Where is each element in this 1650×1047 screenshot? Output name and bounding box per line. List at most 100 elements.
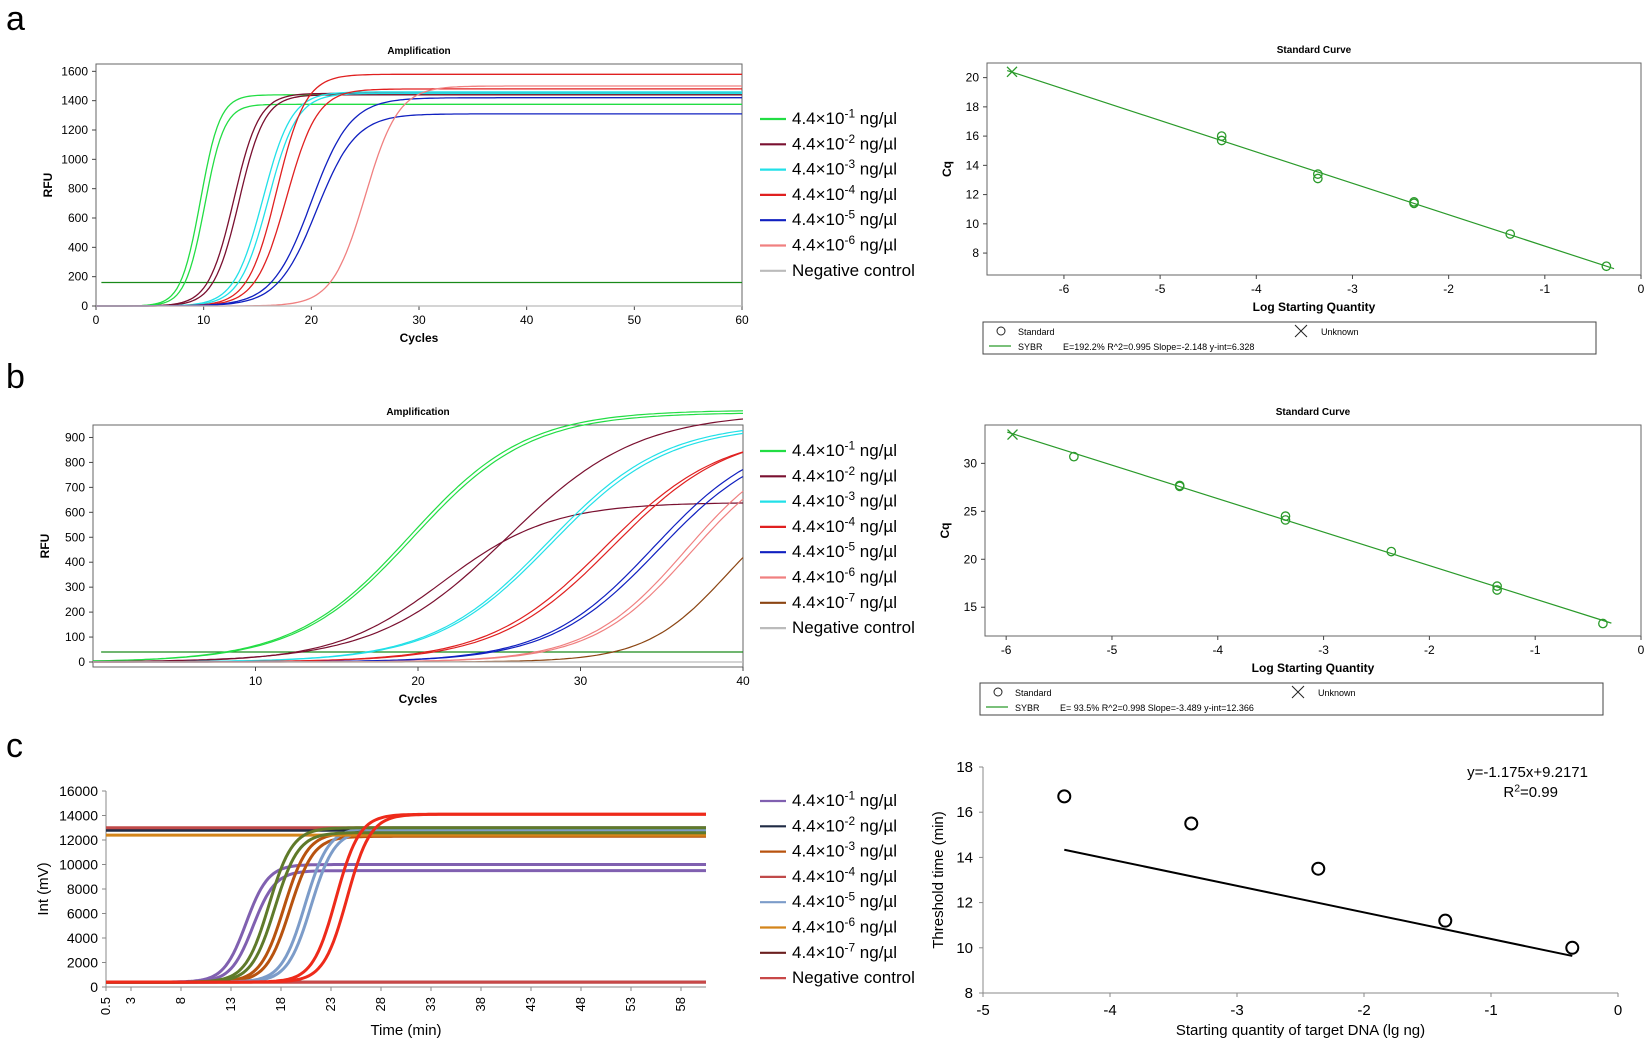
legend-standard-label: Standard	[1018, 327, 1055, 337]
data-point	[1057, 789, 1072, 804]
chart-c-standard-curve: 8 10 12 14 16 18 -5 -4 -3 -2 -1 0 Starting quantity …	[930, 759, 1622, 1039]
y-tick-label: 800	[65, 455, 85, 469]
y-tick-label: 12	[966, 188, 980, 202]
legend-b: 4.4×10-1 ng/µl 4.4×10-2 ng/µl 4.4×10-3 ng/…	[760, 439, 915, 637]
y-tick-label: 1000	[61, 152, 88, 166]
standard-point	[1505, 229, 1516, 239]
plot-frame	[92, 424, 744, 668]
standard-point	[1386, 546, 1397, 557]
x-tick-label: 23	[323, 997, 338, 1011]
fit-line	[1064, 848, 1573, 957]
series-line	[106, 812, 706, 984]
plot-frame	[986, 62, 1642, 276]
y-tick-label: 100	[65, 630, 85, 644]
unknown-point	[1007, 429, 1018, 441]
series-line	[92, 412, 743, 662]
x-tick-label: -2	[1424, 643, 1435, 657]
legend-label: Negative control	[792, 261, 915, 280]
standard-point	[1598, 618, 1608, 629]
x-tick-label: -4	[1251, 282, 1262, 296]
standard-point	[1409, 198, 1419, 209]
y-tick-label: 0	[78, 655, 85, 669]
x-tick-label: 8	[173, 997, 188, 1004]
legend-label: 4.4×10-4 ng/µl	[792, 182, 897, 203]
x-tick-label: -2	[1357, 1002, 1370, 1019]
fit-line	[1007, 431, 1612, 624]
y-tick-label: 18	[966, 100, 980, 114]
x-tick-label: 0	[1638, 643, 1645, 657]
chart-title: Amplification	[386, 407, 449, 418]
y-tick-label: 8	[965, 985, 973, 1002]
chart-a-amplification: Amplification020040060080010001200140016…	[41, 46, 749, 345]
fit-r2: R2=0.99	[1503, 782, 1558, 801]
y-tick-label: 400	[68, 240, 88, 254]
y-axis-label: Cq	[940, 161, 954, 177]
legend-label: 4.4×10-1 ng/µl	[792, 107, 897, 128]
data-point	[1311, 861, 1326, 876]
legend-box	[979, 682, 1604, 716]
chart-title: Standard Curve	[1276, 407, 1351, 418]
legend-label: 4.4×10-3 ng/µl	[792, 157, 897, 178]
x-tick-label: 0	[1638, 282, 1645, 296]
standard-point	[1216, 131, 1227, 141]
legend-standard-label: Standard	[1015, 688, 1052, 698]
y-axis-label: Threshold time (min)	[930, 811, 947, 949]
data-point	[1184, 816, 1199, 831]
x-tick-label: 43	[523, 997, 538, 1011]
y-tick-label: 600	[65, 505, 85, 519]
x-tick-label: -5	[1155, 282, 1166, 296]
legend-unknown-label: Unknown	[1321, 327, 1359, 337]
x-tick-label: 3	[123, 997, 138, 1004]
y-tick-label: 200	[68, 270, 88, 284]
legend-label: 4.4×10-2 ng/µl	[792, 464, 897, 485]
x-tick-label: 58	[673, 997, 688, 1011]
legend-label: 4.4×10-1 ng/µl	[792, 789, 897, 810]
legend-label: 4.4×10-3 ng/µl	[792, 839, 897, 860]
y-tick-label: 1600	[61, 64, 88, 78]
standard-point	[1216, 135, 1227, 146]
legend-fit-name: SYBR	[1018, 342, 1043, 352]
panel-label-a: a	[6, 0, 25, 38]
y-tick-label: 20	[964, 552, 978, 566]
x-tick-label: 38	[473, 997, 488, 1011]
legend-label: Negative control	[792, 618, 915, 637]
y-tick-label: 8	[972, 246, 979, 260]
series-line	[106, 834, 706, 984]
standard-point	[1069, 451, 1079, 462]
y-tick-label: 300	[65, 580, 85, 594]
standard-point	[1601, 261, 1612, 272]
y-tick-label: 800	[68, 182, 88, 196]
x-tick-label: -6	[1001, 643, 1012, 657]
x-axis-label: Time (min)	[370, 1022, 441, 1039]
series-line	[96, 91, 742, 307]
y-tick-label: 6000	[67, 906, 98, 922]
chart-c-amplification: 0 2000 4000 6000 8000 10000 12000 14000 16000 0.5…	[35, 783, 706, 1039]
x-tick-label: -2	[1443, 282, 1454, 296]
legend-unknown-label: Unknown	[1318, 688, 1356, 698]
y-tick-label: 200	[65, 605, 85, 619]
legend-label: 4.4×10-7 ng/µl	[792, 940, 897, 961]
x-tick-label: -5	[976, 1002, 989, 1019]
x-tick-label: 53	[623, 997, 638, 1011]
series-line	[96, 103, 742, 307]
chart-b-standard-curve: Standard Curve 15 20 25 30 -6 -5 -4 -3 -2 -1 0 Log S…	[938, 407, 1645, 716]
y-tick-label: 700	[65, 480, 85, 494]
legend-label: 4.4×10-6 ng/µl	[792, 233, 897, 254]
series-line	[96, 92, 742, 307]
y-tick-label: 16	[956, 804, 973, 821]
standard-point	[1280, 515, 1291, 525]
x-tick-label: -1	[1539, 282, 1550, 296]
legend-standard-marker	[993, 687, 1003, 697]
y-tick-label: 0	[90, 979, 98, 995]
x-tick-label: 40	[736, 674, 750, 688]
x-tick-label: 20	[305, 313, 319, 327]
legend-c: 4.4×10-1 ng/µl 4.4×10-2 ng/µl 4.4×10-3 ng/…	[760, 789, 915, 987]
y-tick-label: 25	[964, 504, 978, 518]
series-line	[106, 812, 706, 984]
x-tick-label: -3	[1318, 643, 1329, 657]
x-tick-label: -4	[1103, 1002, 1116, 1019]
x-axis-label: Cycles	[399, 692, 438, 706]
fit-equation: y=-1.175x+9.2171	[1467, 764, 1588, 781]
legend-label: 4.4×10-6 ng/µl	[792, 565, 897, 586]
legend-label: 4.4×10-2 ng/µl	[792, 132, 897, 153]
